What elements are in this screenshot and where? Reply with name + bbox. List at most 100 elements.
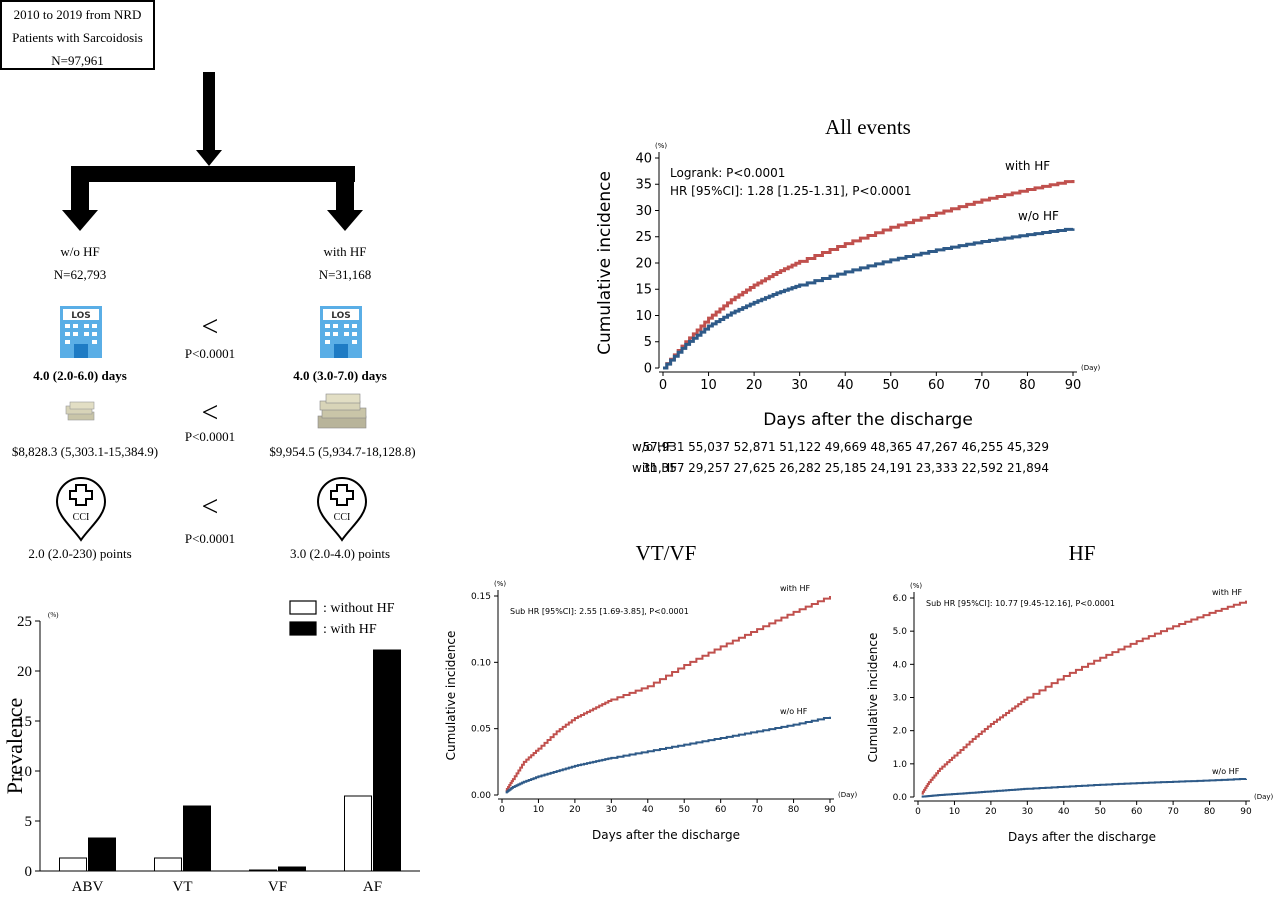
series-label: w/o HF <box>1018 209 1059 223</box>
risk-table-cell: 57,931 <box>642 440 685 454</box>
bar <box>59 857 87 872</box>
stat-annotation: Logrank: P<0.0001 <box>670 166 785 180</box>
cohort-line-3: N=97,961 <box>51 53 104 68</box>
cohort-line-2: Patients with Sarcoidosis <box>12 30 143 45</box>
cci-right-value: 3.0 (2.0-4.0) points <box>289 546 391 561</box>
risk-table-cell: 24,191 <box>870 461 913 475</box>
hospital-icon-left: LOS <box>60 306 102 358</box>
y-tick-label: 0.05 <box>471 725 491 735</box>
x-tick-label: 80 <box>1204 807 1216 817</box>
x-tick-label: 70 <box>974 378 991 393</box>
legend-swatch-without-hf <box>289 600 317 615</box>
y-tick-label: 5 <box>644 335 652 350</box>
cohort-box: 2010 to 2019 from NRD Patients with Sarc… <box>0 0 155 70</box>
y-tick-label: 25 <box>17 614 32 630</box>
stat-annotation: HR [95%CI]: 1.28 [1.25-1.31], P<0.0001 <box>670 184 912 198</box>
cohort-line-1: 2010 to 2019 from NRD <box>13 7 142 22</box>
y-tick-label: 4.0 <box>893 660 908 670</box>
group-left-n: N=62,793 <box>53 267 107 282</box>
y-tick-label: 20 <box>17 664 32 680</box>
risk-table-row-label: with HF <box>632 461 678 475</box>
km-line-with-hf <box>505 596 831 793</box>
x-tick-label: 30 <box>1022 807 1034 817</box>
x-tick-label: 90 <box>1240 807 1252 817</box>
y-tick-label: 30 <box>635 204 652 219</box>
x-tick-label: 0 <box>915 807 921 817</box>
km-line-without-hf <box>663 227 1075 370</box>
y-axis-label: Cumulative incidence <box>866 633 880 763</box>
risk-table-row-label: w/o HF <box>632 440 673 454</box>
legend-label-with-hf: : with HF <box>323 622 377 637</box>
x-unit-label: (Day) <box>1081 364 1101 372</box>
x-tick-label: 10 <box>533 805 545 815</box>
x-tick-label: 0 <box>499 805 505 815</box>
x-unit-label: (Day) <box>838 791 858 799</box>
risk-table: w/o HF 57,931 55,037 52,871 51,122 49,669 48,3… <box>590 440 1120 490</box>
cost-right-value: $9,954.5 (5,934.7-18,128.8) <box>269 444 416 459</box>
legend-label-without-hf: : without HF <box>323 601 395 616</box>
y-tick-label: 0.00 <box>471 791 491 801</box>
km-line-with-hf <box>921 600 1247 795</box>
risk-table-cell: 27,625 <box>733 461 776 475</box>
y-tick-label: 0.0 <box>893 793 908 803</box>
svg-text:LOS: LOS <box>71 311 91 321</box>
y-tick-label: 1.0 <box>893 760 908 770</box>
risk-table-cell: 25,185 <box>824 461 867 475</box>
x-tick-label: 10 <box>949 807 961 817</box>
x-tick-label: VT <box>173 879 193 895</box>
x-axis-label: Days after the discharge <box>763 410 973 430</box>
x-tick-label: 20 <box>746 378 763 393</box>
x-tick-label: 20 <box>985 807 997 817</box>
prevalence-bar-chart: 0 5 10 15 20 25 (%) Prevalence ABV VT VF AF: withou… <box>2 600 420 895</box>
hf-km-chart: HF 0.0 1.0 2.0 3.0 4.0 5.0 6.0 0 10 20 30 40 50 60 70 80… <box>866 541 1274 844</box>
x-tick-label: AF <box>363 879 382 895</box>
chart-title: All events <box>825 115 911 139</box>
cci-less-than: < <box>201 490 219 523</box>
risk-table-cell: 47,267 <box>915 440 958 454</box>
stat-annotation: Sub HR [95%CI]: 2.55 [1.69-3.85], P<0.00… <box>510 607 689 616</box>
risk-table-cell: 29,257 <box>688 461 731 475</box>
risk-table-cell: 22,592 <box>961 461 1004 475</box>
y-tick-label: 10 <box>17 764 32 780</box>
x-tick-label: 70 <box>751 805 763 815</box>
x-tick-label: 30 <box>606 805 618 815</box>
x-axis-label: Days after the discharge <box>592 828 740 842</box>
y-axis-label: Cumulative incidence <box>595 171 615 355</box>
chart-title: HF <box>1069 541 1096 565</box>
money-icon-left <box>65 401 95 421</box>
y-unit-label: (%) <box>494 580 506 588</box>
series-label: with HF <box>1005 159 1050 173</box>
vtvf-km-chart: VT/VF 0.00 0.05 0.10 0.15 0 10 20 30 40 50 60 70 80 90… <box>444 541 858 842</box>
x-tick-label: 60 <box>928 378 945 393</box>
x-tick-label: 90 <box>824 805 836 815</box>
x-tick-label: VF <box>268 879 287 895</box>
svg-text:LOS: LOS <box>331 311 351 321</box>
arrow-down-left <box>62 182 98 231</box>
chart-title: VT/VF <box>636 541 697 565</box>
svg-text:CCI: CCI <box>73 512 90 523</box>
y-tick-label: 25 <box>635 230 652 245</box>
arrow-down-main <box>196 72 222 166</box>
km-line-with-hf <box>663 180 1075 370</box>
x-tick-label: 90 <box>1065 378 1082 393</box>
group-right-n: N=31,168 <box>318 267 372 282</box>
risk-table-cell: 26,282 <box>779 461 822 475</box>
y-tick-label: 6.0 <box>893 594 908 604</box>
money-icon-right <box>317 393 367 429</box>
bar <box>278 866 306 872</box>
cost-less-than: < <box>201 396 219 429</box>
cci-pin-icon-right: CCI <box>316 476 368 542</box>
series-label: with HF <box>780 584 811 593</box>
svg-text:CCI: CCI <box>334 512 351 523</box>
km-line-without-hf <box>921 778 1247 798</box>
x-tick-label: 0 <box>659 378 667 393</box>
risk-table-cell: 48,365 <box>870 440 913 454</box>
bar <box>373 649 401 872</box>
cost-p-value: P<0.0001 <box>184 429 236 444</box>
risk-table-cell: 21,894 <box>1007 461 1049 475</box>
x-tick-label: ABV <box>72 879 104 895</box>
los-less-than: < <box>201 310 219 343</box>
y-tick-label: 3.0 <box>893 694 908 704</box>
cci-pin-icon-left: CCI <box>55 476 107 542</box>
los-left-value: 4.0 (2.0-6.0) days <box>33 368 127 383</box>
